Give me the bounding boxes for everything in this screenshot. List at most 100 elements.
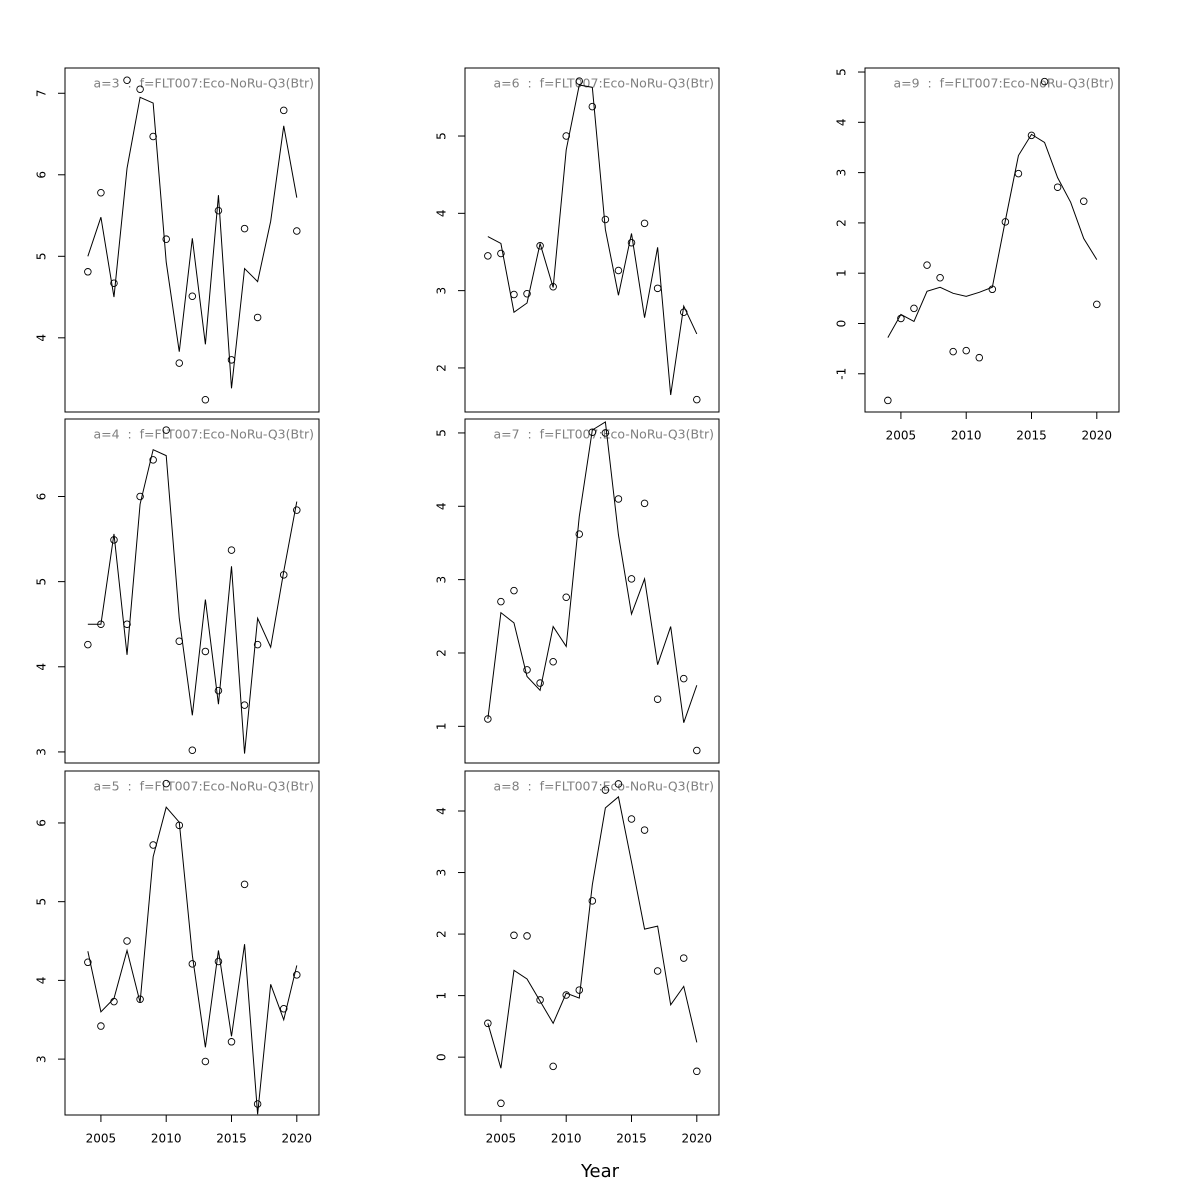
observed-point bbox=[588, 428, 597, 436]
observed-point bbox=[227, 1038, 236, 1046]
observed-point bbox=[693, 1067, 701, 1076]
observed-point bbox=[497, 1099, 505, 1108]
plot-frame bbox=[464, 418, 720, 764]
y-tick-label: 3 bbox=[35, 1055, 49, 1063]
observed-point bbox=[562, 991, 570, 999]
panel-title: a=9 : f=FLT007:Eco-NoRu-Q3(Btr) bbox=[893, 76, 1114, 91]
observed-point bbox=[588, 897, 597, 905]
observed-point bbox=[562, 132, 570, 140]
x-axis-label: Year bbox=[580, 1161, 620, 1182]
y-tick-label: 5 bbox=[435, 132, 449, 140]
observed-point bbox=[614, 780, 623, 788]
observed-point bbox=[149, 132, 157, 141]
y-tick-label: 2 bbox=[435, 930, 449, 938]
observed-point bbox=[679, 674, 688, 683]
observed-point bbox=[84, 640, 92, 649]
observed-point bbox=[562, 593, 570, 601]
observed-point bbox=[679, 308, 688, 317]
x-tick-label: 2010 bbox=[151, 1132, 182, 1146]
fit-line bbox=[487, 795, 698, 1069]
observed-point bbox=[240, 880, 249, 889]
y-tick-label: 6 bbox=[35, 493, 49, 501]
observed-point bbox=[962, 346, 970, 355]
observed-point bbox=[136, 85, 144, 93]
observed-point bbox=[588, 102, 597, 111]
x-tick-label: 2010 bbox=[551, 1132, 582, 1146]
observed-point bbox=[575, 77, 584, 85]
y-tick-label: 5 bbox=[35, 578, 49, 586]
fit-line bbox=[87, 806, 298, 1115]
observed-point bbox=[510, 586, 518, 595]
observed-point bbox=[110, 279, 118, 287]
observed-point bbox=[910, 304, 918, 313]
observed-point bbox=[227, 546, 236, 554]
observed-point bbox=[293, 506, 301, 514]
observed-point bbox=[110, 536, 118, 544]
observed-point bbox=[497, 249, 505, 258]
observed-point bbox=[123, 76, 131, 84]
x-tick-label: 2015 bbox=[616, 1132, 647, 1146]
plot-frame bbox=[64, 770, 320, 1116]
observed-point bbox=[523, 289, 531, 298]
y-tick-label: 1 bbox=[435, 723, 449, 731]
x-tick-label: 2015 bbox=[1016, 429, 1047, 443]
observed-point bbox=[97, 620, 105, 628]
plot-frame bbox=[64, 418, 320, 764]
observed-point bbox=[484, 715, 492, 723]
y-tick-label: 7 bbox=[35, 89, 49, 97]
observed-point bbox=[536, 679, 544, 687]
observed-point bbox=[640, 826, 649, 834]
observed-point bbox=[523, 932, 531, 940]
observed-point bbox=[653, 695, 662, 703]
observed-point bbox=[279, 1004, 288, 1013]
x-tick-label: 2020 bbox=[1082, 429, 1113, 443]
y-tick-label: 3 bbox=[35, 748, 49, 756]
observed-point bbox=[693, 746, 701, 755]
y-tick-label: 6 bbox=[35, 819, 49, 827]
observed-point bbox=[653, 967, 662, 975]
observed-point bbox=[575, 530, 584, 538]
y-tick-label: 3 bbox=[835, 169, 849, 177]
observed-point bbox=[975, 353, 984, 362]
panel-title: a=3 : f=FLT007:Eco-NoRu-Q3(Btr) bbox=[93, 76, 314, 91]
observed-point bbox=[253, 313, 262, 322]
observed-point bbox=[214, 957, 223, 966]
y-tick-label: -1 bbox=[835, 368, 849, 380]
observed-point bbox=[136, 995, 144, 1004]
y-tick-label: 1 bbox=[435, 992, 449, 1000]
observed-point bbox=[536, 242, 544, 250]
observed-point bbox=[640, 219, 649, 228]
fit-line bbox=[887, 133, 1098, 338]
observed-point bbox=[149, 456, 157, 464]
y-tick-label: 4 bbox=[35, 334, 49, 342]
observed-point bbox=[227, 356, 236, 364]
observed-point bbox=[214, 206, 223, 215]
x-tick-label: 2015 bbox=[216, 1132, 247, 1146]
observed-point bbox=[988, 285, 997, 294]
observed-point bbox=[601, 429, 610, 437]
observed-point bbox=[936, 273, 944, 282]
y-tick-label: 4 bbox=[435, 502, 449, 510]
observed-point bbox=[136, 492, 144, 501]
observed-point bbox=[279, 106, 288, 115]
y-tick-label: 1 bbox=[835, 269, 849, 277]
plot-frame bbox=[64, 67, 320, 413]
observed-point bbox=[575, 986, 584, 994]
observed-point bbox=[923, 261, 931, 269]
observed-point bbox=[162, 426, 170, 434]
observed-point bbox=[601, 786, 610, 794]
y-tick-label: 4 bbox=[35, 663, 49, 671]
panel-title: a=4 : f=FLT007:Eco-NoRu-Q3(Btr) bbox=[93, 427, 314, 442]
y-tick-label: 3 bbox=[435, 576, 449, 584]
observed-point bbox=[1027, 131, 1036, 140]
observed-point bbox=[188, 746, 197, 754]
observed-point bbox=[614, 495, 623, 503]
plot-frame bbox=[464, 67, 720, 413]
panel: 0 1 2 3 4 2005 2010 2015 2020 a=8 : f=FLT007:Eco-… bbox=[435, 770, 720, 1146]
observed-point bbox=[1014, 169, 1023, 178]
y-tick-label: 2 bbox=[435, 364, 449, 372]
y-tick-label: 5 bbox=[35, 898, 49, 906]
observed-point bbox=[614, 266, 623, 275]
observed-point bbox=[240, 701, 249, 709]
